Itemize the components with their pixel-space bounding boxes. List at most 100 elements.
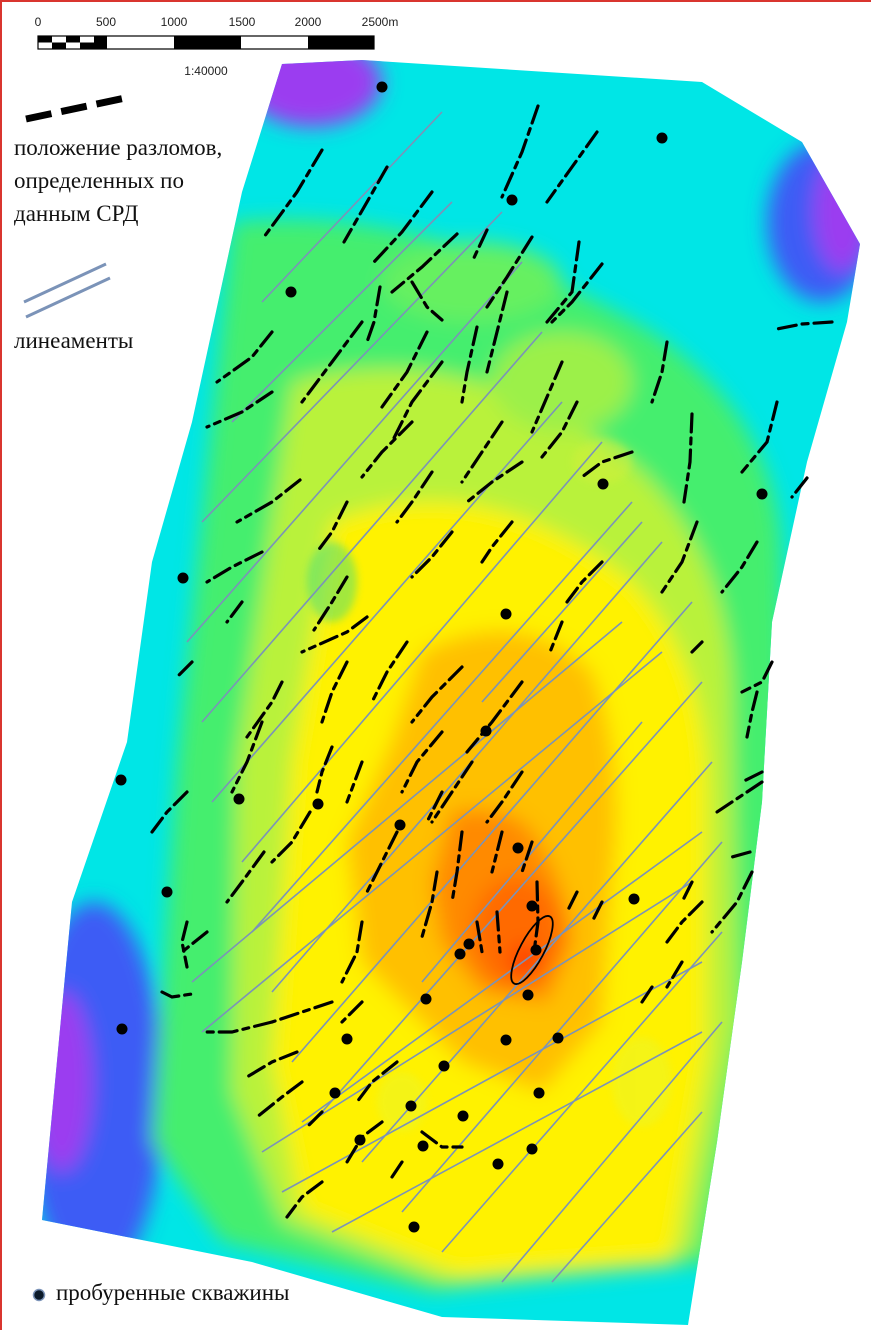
well-marker-2 bbox=[656, 132, 668, 144]
well-marker-13 bbox=[394, 819, 406, 831]
fault-line-28 bbox=[235, 478, 302, 524]
scale-tick-0: 0 bbox=[35, 15, 42, 29]
lineament-line-12 bbox=[361, 761, 713, 1163]
fault-line-40 bbox=[300, 615, 369, 654]
fault-line-20 bbox=[530, 360, 564, 434]
well-marker-10 bbox=[115, 774, 127, 786]
legend-faults-label: положение разломов, определенных по данн… bbox=[14, 131, 222, 230]
well-marker-18 bbox=[463, 938, 475, 950]
well-marker-17 bbox=[526, 900, 538, 912]
well-marker-36 bbox=[408, 1221, 420, 1233]
fault-line-54 bbox=[430, 760, 474, 824]
fault-line-19 bbox=[460, 325, 479, 404]
well-marker-6 bbox=[756, 488, 768, 500]
fault-line-35 bbox=[315, 500, 349, 554]
fault-line-51 bbox=[410, 665, 464, 724]
scale-tick-2000: 2000 bbox=[295, 15, 322, 29]
fault-line-7 bbox=[470, 228, 489, 264]
fault-line-68 bbox=[520, 840, 534, 874]
fault-line-55 bbox=[315, 745, 334, 794]
well-marker-11 bbox=[233, 793, 245, 805]
fault-line-49 bbox=[245, 680, 284, 739]
well-marker-20 bbox=[454, 948, 466, 960]
faults-layer bbox=[150, 104, 834, 1219]
fault-line-36 bbox=[410, 530, 454, 579]
legend-wells-label: пробуренные скважины bbox=[56, 1280, 290, 1305]
fault-line-16 bbox=[380, 330, 429, 409]
fault-line-90 bbox=[305, 1110, 324, 1129]
well-marker-1 bbox=[376, 81, 388, 93]
lineament-line-20 bbox=[261, 881, 693, 1153]
legend-faults-line-2: определенных по bbox=[14, 168, 184, 193]
fault-line-24 bbox=[460, 420, 504, 484]
fault-line-69 bbox=[420, 870, 439, 939]
fault-line-29 bbox=[395, 470, 434, 524]
well-marker-32 bbox=[354, 1134, 366, 1146]
fault-line-5 bbox=[372, 190, 434, 264]
fault-line-81 bbox=[665, 960, 684, 989]
fault-line-88 bbox=[340, 1000, 364, 1024]
fault-line-57 bbox=[150, 790, 189, 834]
fault-line-85 bbox=[270, 1000, 334, 1024]
fault-line-39 bbox=[312, 575, 349, 632]
fault-line-48 bbox=[745, 690, 759, 739]
well-marker-14 bbox=[512, 842, 524, 854]
legend-faults-line-3: данным СРД bbox=[14, 201, 139, 226]
fault-line-11 bbox=[410, 280, 444, 322]
fault-line-26 bbox=[682, 412, 694, 504]
fault-line-71 bbox=[710, 870, 754, 934]
fault-line-84 bbox=[180, 930, 209, 954]
fault-line-14 bbox=[215, 330, 274, 384]
fault-line-30 bbox=[465, 460, 524, 504]
fault-line-18 bbox=[390, 360, 444, 444]
fault-line-80 bbox=[340, 920, 364, 984]
fault-line-25 bbox=[540, 400, 579, 459]
well-marker-23 bbox=[116, 1023, 128, 1035]
fault-line-23 bbox=[360, 420, 414, 479]
well-marker-24 bbox=[341, 1033, 353, 1045]
fault-line-70 bbox=[730, 850, 752, 859]
lineament-line-24 bbox=[481, 521, 643, 703]
fault-line-27 bbox=[740, 400, 779, 474]
well-marker-12 bbox=[312, 798, 324, 810]
fault-line-13 bbox=[550, 262, 604, 324]
well-marker-16 bbox=[628, 893, 640, 905]
lineament-line-13 bbox=[401, 841, 723, 1213]
fault-line-53 bbox=[400, 730, 444, 794]
fault-line-34 bbox=[790, 476, 809, 499]
fault-line-83 bbox=[160, 990, 194, 999]
fault-line-50 bbox=[320, 660, 349, 724]
lineament-line-18 bbox=[191, 621, 623, 983]
wells-layer bbox=[115, 81, 768, 1233]
well-marker-9 bbox=[480, 725, 492, 737]
fault-line-87 bbox=[245, 1050, 299, 1079]
lineament-line-11 bbox=[321, 681, 703, 1113]
fault-line-10 bbox=[365, 285, 382, 344]
fault-line-91 bbox=[355, 1060, 399, 1104]
fault-line-63 bbox=[365, 830, 399, 894]
fault-line-64 bbox=[425, 790, 444, 824]
lineament-line-10 bbox=[291, 601, 693, 1063]
fault-line-3 bbox=[262, 148, 324, 239]
fault-line-78 bbox=[680, 880, 694, 904]
scale-tick-2500: 2500m bbox=[362, 15, 399, 29]
well-marker-15 bbox=[161, 886, 173, 898]
well-marker-28 bbox=[329, 1087, 341, 1099]
fault-line-61 bbox=[270, 810, 312, 864]
well-marker-27 bbox=[438, 1060, 450, 1072]
fault-line-94 bbox=[390, 1160, 404, 1179]
lineament-line-22 bbox=[331, 1031, 703, 1233]
legend-faults-line-1: положение разломов, bbox=[14, 135, 223, 160]
legend-lineaments-label: линеаменты bbox=[14, 328, 134, 353]
fault-line-17 bbox=[205, 390, 274, 429]
well-marker-4 bbox=[285, 286, 297, 298]
fault-line-75 bbox=[495, 910, 502, 954]
well-marker-8 bbox=[500, 608, 512, 620]
fault-line-66 bbox=[450, 830, 464, 904]
lineament-line-17 bbox=[201, 651, 663, 1033]
well-marker-35 bbox=[492, 1158, 504, 1170]
fault-line-1 bbox=[500, 104, 540, 199]
scale-bar: 0 500 1000 1500 2000 2500m 1:40000 bbox=[35, 15, 399, 78]
fault-line-22 bbox=[775, 320, 834, 331]
